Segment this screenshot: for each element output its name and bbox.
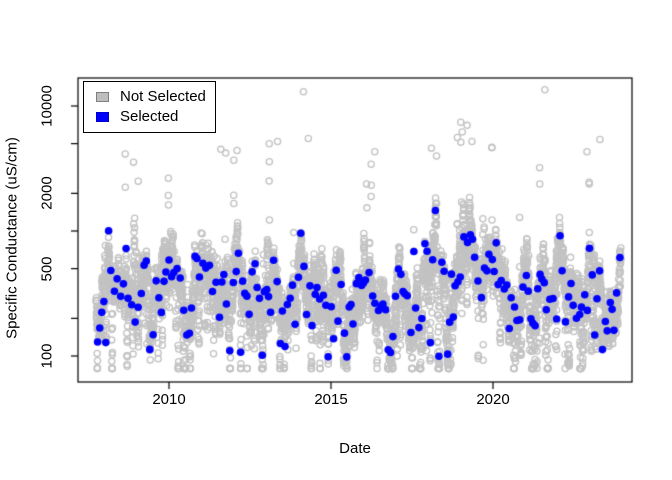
y-tick-label: 100 <box>38 343 56 369</box>
y-tick-label: 2000 <box>38 176 56 211</box>
y-axis-title: Specific Conductance (uS/cm) <box>3 137 21 339</box>
legend-row-not-selected: Not Selected <box>96 87 215 107</box>
x-tick-label: 2015 <box>314 391 348 408</box>
x-tick-label: 2020 <box>476 391 510 408</box>
y-tick-label: 10000 <box>38 85 56 127</box>
legend-row-selected: Selected <box>96 107 215 127</box>
x-tick-label: 2010 <box>152 391 186 408</box>
legend: Not Selected Selected <box>83 81 216 133</box>
legend-label-not-selected: Not Selected <box>120 88 206 105</box>
legend-label-selected: Selected <box>120 108 179 125</box>
selected-swatch <box>96 112 109 122</box>
y-tick-label: 500 <box>38 256 56 282</box>
x-axis-title: Date <box>339 440 371 457</box>
not-selected-swatch <box>96 92 109 102</box>
